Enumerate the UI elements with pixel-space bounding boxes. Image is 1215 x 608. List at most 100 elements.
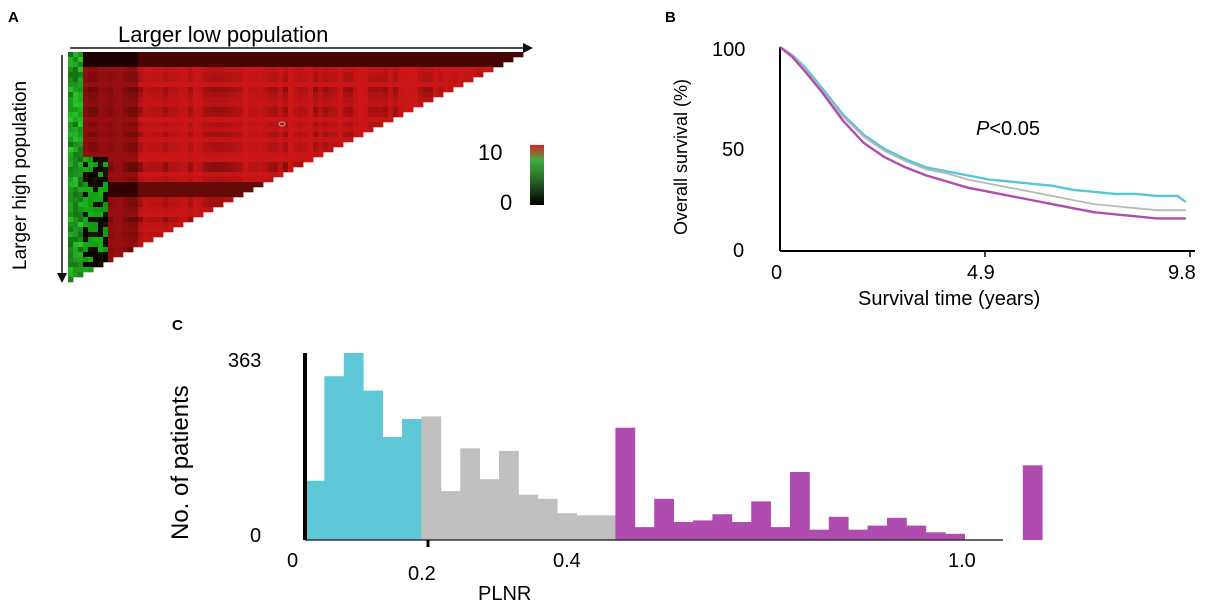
heatmap-cell (178, 72, 184, 78)
heatmap-cell (78, 207, 84, 213)
heatmap-cell (108, 242, 114, 248)
heatmap-cell (188, 142, 194, 148)
heatmap-cell (168, 72, 174, 78)
heatmap-cell (168, 107, 174, 113)
heatmap-cell (138, 227, 144, 233)
heatmap-cell (178, 52, 184, 58)
heatmap-cell (378, 102, 384, 108)
heatmap-cell (228, 192, 234, 198)
heatmap-cell (163, 72, 169, 78)
heatmap-cell (73, 257, 79, 263)
heatmap-cell (343, 137, 349, 143)
heatmap-cell (298, 87, 304, 93)
heatmap-cell (143, 202, 149, 208)
heatmap-cell (433, 72, 439, 78)
heatmap-cell (308, 87, 314, 93)
heatmap-cell (78, 267, 84, 273)
heatmap-cell (108, 52, 114, 58)
heatmap-cell (88, 112, 94, 118)
heatmap-cell (408, 57, 414, 63)
heatmap-cell (83, 87, 89, 93)
heatmap-cell (168, 202, 174, 208)
heatmap-cell (253, 167, 259, 173)
heatmap-cell (188, 217, 194, 223)
heatmap-cell (113, 252, 119, 258)
heatmap-cell (103, 152, 109, 158)
heatmap-cell (113, 112, 119, 118)
heatmap-cell (93, 222, 99, 228)
heatmap-cell (143, 62, 149, 68)
heatmap-cell (68, 152, 74, 158)
heatmap-cell (188, 92, 194, 98)
heatmap-cell (103, 107, 109, 113)
heatmap-cell (68, 247, 74, 253)
heatmap-cell (168, 172, 174, 178)
heatmap-cell (173, 77, 179, 83)
heatmap-cell (493, 57, 499, 63)
heatmap-cell (223, 187, 229, 193)
heatmap-cell (348, 102, 354, 108)
heatmap-cell (168, 152, 174, 158)
heatmap-cell (348, 112, 354, 118)
heatmap-cell (193, 72, 199, 78)
histogram-bar (906, 525, 927, 540)
heatmap-cell (138, 217, 144, 223)
heatmap-cell (258, 147, 264, 153)
heatmap-cell (303, 117, 309, 123)
heatmap-cell (298, 72, 304, 78)
heatmap-cell (268, 142, 274, 148)
heatmap-cell (273, 87, 279, 93)
heatmap-cell (158, 52, 164, 58)
heatmap-cell (208, 182, 214, 188)
heatmap-cell (283, 87, 289, 93)
heatmap-cell (293, 117, 299, 123)
heatmap-cell (163, 67, 169, 73)
heatmap-cell (198, 107, 204, 113)
histogram-bar (848, 529, 868, 540)
heatmap-cell (308, 147, 314, 153)
heatmap-cell (238, 67, 244, 73)
heatmap-cell (293, 147, 299, 153)
heatmap-cell (143, 197, 149, 203)
heatmap-cell (163, 87, 169, 93)
heatmap-cell (193, 197, 199, 203)
heatmap-cell (463, 72, 469, 78)
heatmap-cell (73, 227, 79, 233)
heatmap-cell (238, 177, 244, 183)
heatmap-cell (223, 132, 229, 138)
heatmap-cell (473, 72, 479, 78)
heatmap-cell (123, 127, 129, 133)
heatmap-cell (108, 247, 114, 253)
heatmap-cell (88, 187, 94, 193)
heatmap-cell (203, 72, 209, 78)
heatmap-cell (163, 137, 169, 143)
heatmap-cell (233, 182, 239, 188)
heatmap-cell (173, 217, 179, 223)
heatmap-cell (243, 182, 249, 188)
heatmap-cell (248, 172, 254, 178)
heatmap-cell (508, 52, 514, 58)
heatmap-cell (213, 72, 219, 78)
heatmap-cell (78, 152, 84, 158)
heatmap-cell (423, 77, 429, 83)
heatmap-cell (393, 52, 399, 58)
heatmap-cell (278, 142, 284, 148)
histogram-bar (693, 520, 713, 540)
heatmap-cell (268, 147, 274, 153)
heatmap-cell (343, 62, 349, 68)
heatmap-cell (68, 182, 74, 188)
heatmap-cell (163, 107, 169, 113)
heatmap-cell (303, 57, 309, 63)
heatmap-cell (248, 152, 254, 158)
heatmap-cell (68, 82, 74, 88)
heatmap-cell (188, 82, 194, 88)
heatmap-cell (348, 62, 354, 68)
heatmap-cell (88, 242, 94, 248)
heatmap-cell (128, 52, 134, 58)
heatmap-cell (448, 52, 454, 58)
heatmap-cell (348, 137, 354, 143)
heatmap-cell (203, 207, 209, 213)
histogram-y-tick-0: 0 (250, 525, 261, 547)
heatmap-cell (363, 107, 369, 113)
heatmap-cell (138, 177, 144, 183)
